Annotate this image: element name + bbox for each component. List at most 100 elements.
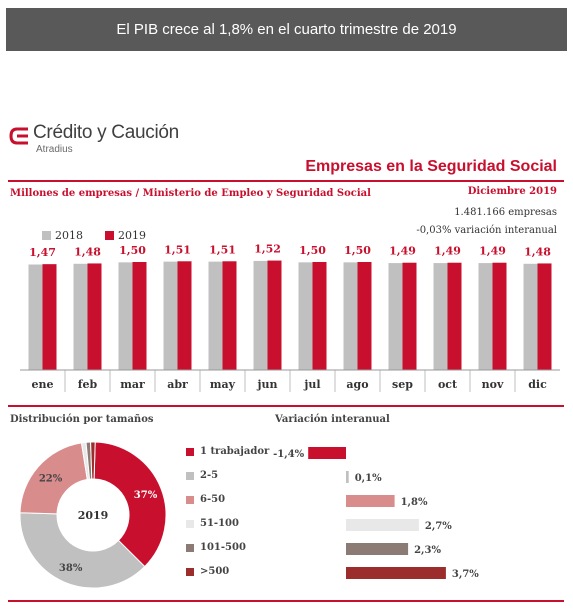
bar-2019-dic: [537, 263, 552, 370]
month-tick-label: nov: [482, 378, 504, 391]
bar-data-label: 1,50: [119, 244, 146, 257]
variation-bar-label: -1,4%: [273, 449, 305, 460]
bar-data-label: 1,49: [389, 245, 416, 258]
bar-2018-jul: [298, 262, 313, 370]
month-tick-label: feb: [78, 378, 98, 391]
size-legend-label: 6-50: [200, 494, 226, 505]
bar-2019-jun: [267, 260, 282, 370]
bar-data-label: 1,51: [209, 243, 236, 256]
bar-2019-abr: [177, 261, 192, 370]
page-title: Empresas en la Seguridad Social: [305, 158, 557, 175]
bar-data-label: 1,52: [254, 243, 281, 256]
month-tick-label: jun: [257, 378, 278, 391]
legend-2018-swatch: [42, 231, 51, 240]
donut-slice-label: 37%: [134, 490, 158, 501]
month-tick-label: dic: [528, 378, 547, 391]
donut-center-label: 2019: [78, 509, 109, 522]
size-legend-swatch: [186, 495, 194, 504]
donut-slice-label: 22%: [39, 474, 63, 485]
bar-data-label: 1,50: [299, 244, 326, 257]
bar-data-label: 1,50: [344, 244, 371, 257]
size-legend-item: 1 trabajador: [186, 446, 269, 457]
legend-2019-label: 2019: [118, 229, 146, 242]
month-tick-label: jul: [303, 378, 320, 391]
variation-bar-51-100: [346, 519, 419, 531]
variation-title: Variación interanual: [275, 414, 390, 425]
size-legend-label: 101-500: [200, 542, 246, 553]
distribution-title: Distribución por tamaños: [10, 414, 154, 425]
donut-slice-2-5: [19, 512, 146, 589]
bar-2018-nov: [478, 263, 493, 370]
size-legend-swatch: [186, 519, 194, 528]
variation-bar-2-5: [346, 471, 349, 483]
variation-bar->500: [346, 567, 446, 579]
size-legend-label: >500: [200, 566, 230, 577]
month-tick-label: may: [210, 378, 236, 391]
legend-2018: 2018: [42, 229, 83, 242]
bar-2018-mar: [118, 262, 133, 370]
size-legend-label: 51-100: [200, 518, 239, 529]
bar-2019-oct: [447, 262, 462, 370]
month-tick-label: ene: [32, 378, 54, 391]
logo-sub: Atradius: [36, 144, 73, 155]
size-legend-swatch: [186, 567, 194, 576]
size-legend-item: 101-500: [186, 542, 246, 553]
bar-data-label: 1,47: [29, 246, 56, 259]
bar-2019-may: [222, 261, 237, 370]
variation-bar-101-500: [346, 543, 409, 555]
bar-data-label: 1,49: [434, 245, 461, 258]
month-tick-label: mar: [120, 378, 145, 391]
bar-2018-jun: [253, 260, 268, 370]
bar-2019-ago: [357, 262, 372, 370]
bar-data-label: 1,48: [524, 245, 551, 258]
bar-2018-feb: [73, 263, 88, 370]
variation-bar-label: 0,1%: [355, 473, 382, 484]
donut-slice->500: [90, 441, 96, 480]
bar-2019-mar: [132, 262, 147, 370]
variation-bar-label: 3,7%: [452, 569, 479, 580]
companies-count: 1.481.166 empresas: [454, 207, 557, 218]
variation-bar-label: 1,8%: [401, 497, 428, 508]
bar-2018-abr: [163, 261, 178, 370]
monthly-bar-chart: 1,47 ene 1,48 feb 1,50 mar 1,51 abr 1,51 may 1,52 j…: [20, 243, 560, 392]
bar-2018-ago: [343, 262, 358, 370]
month-tick-label: sep: [392, 378, 413, 391]
month-tick-label: abr: [167, 378, 188, 391]
chart-subtitle: Millones de empresas / Ministerio de Emp…: [10, 188, 371, 199]
credito-logo-icon: [9, 127, 28, 145]
size-legend-swatch: [186, 447, 194, 456]
legend-2018-label: 2018: [55, 229, 83, 242]
report-date: Diciembre 2019: [467, 186, 557, 197]
legend-2019-swatch: [105, 231, 114, 240]
donut-slice-label: 38%: [59, 563, 83, 574]
bar-data-label: 1,49: [479, 245, 506, 258]
month-tick-label: oct: [438, 378, 458, 391]
bar-data-label: 1,51: [164, 243, 191, 256]
bar-2019-nov: [492, 262, 507, 370]
size-legend-swatch: [186, 543, 194, 552]
size-legend-item: 2-5: [186, 470, 218, 481]
page-banner: El PIB crece al 1,8% en el cuarto trimes…: [6, 8, 567, 51]
bar-2019-jul: [312, 262, 327, 370]
bar-2018-oct: [433, 263, 448, 370]
donut-slice-6-50: [19, 442, 88, 515]
size-legend-item: 6-50: [186, 494, 225, 505]
variation-rate: -0,03% variación interanual: [416, 225, 557, 236]
variation-bar-chart: -1,4% 0,1% 1,8% 2,7% 2,3% 3,7%: [273, 447, 479, 580]
size-legend-item: >500: [186, 566, 229, 577]
size-donut-chart: 37% 38% 22% 2019: [19, 441, 167, 589]
size-legend-label: 2-5: [200, 470, 219, 481]
bar-2018-sep: [388, 263, 403, 370]
bar-data-label: 1,48: [74, 245, 101, 258]
title-rule: [8, 180, 564, 182]
bottom-rule: [8, 600, 564, 602]
donut-slice-1 trabajador: [93, 441, 167, 568]
bar-2019-sep: [402, 262, 417, 370]
variation-bar-label: 2,7%: [425, 521, 452, 532]
month-tick-label: ago: [346, 378, 368, 391]
variation-bar-1 trabajador: [308, 447, 346, 459]
bar-2018-dic: [523, 263, 538, 370]
variation-bar-label: 2,3%: [414, 545, 441, 556]
variation-bar-6-50: [346, 495, 395, 507]
size-legend-label: 1 trabajador: [200, 446, 270, 457]
